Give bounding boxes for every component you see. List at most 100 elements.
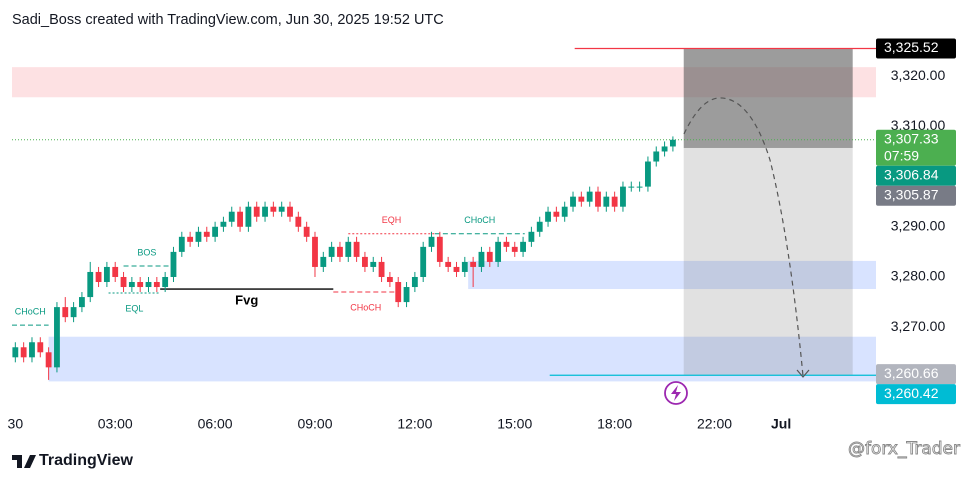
watermark: @forx_Trader — [848, 439, 960, 459]
candle-body — [395, 282, 402, 303]
candle-body — [353, 241, 360, 257]
candle-body — [528, 231, 535, 242]
candle-body — [54, 307, 60, 368]
candle-body — [95, 271, 102, 283]
candle-body — [470, 261, 477, 267]
candle-body — [669, 139, 676, 147]
price-axis-bg — [876, 30, 972, 407]
candle-body — [436, 236, 443, 262]
candle-body — [595, 191, 601, 207]
price-label-text: 3,260.66 — [884, 365, 939, 381]
candle-body — [187, 236, 194, 242]
candle-body — [112, 266, 119, 277]
axes: 3,320.00 3,310.00 3,290.00 3,280.00 3,270.00… — [8, 30, 972, 432]
candle-body — [653, 151, 660, 162]
x-tick-label: 22:00 — [697, 416, 732, 432]
price-label: 3,306.84 — [876, 165, 956, 186]
x-tick-label: 09:00 — [297, 416, 332, 432]
target-zone — [683, 147, 853, 376]
candle-body — [620, 186, 626, 207]
candle-body — [545, 211, 551, 222]
y-tick-label: 3,290.00 — [891, 217, 946, 233]
candle-body — [212, 226, 219, 237]
y-tick-label: 3,310.00 — [891, 117, 946, 133]
candle-body — [278, 206, 285, 212]
price-label-text: 3,307.33 — [884, 130, 939, 146]
candle-body — [378, 261, 385, 277]
candle-body — [461, 261, 468, 272]
candle-body — [362, 256, 368, 267]
candle-body — [420, 246, 427, 277]
y-tick-label: 3,320.00 — [891, 67, 946, 83]
candle-body — [611, 196, 618, 207]
candle-body — [245, 206, 252, 227]
candle-body — [370, 261, 377, 267]
candle-body — [178, 236, 185, 252]
candle-body — [411, 276, 418, 288]
level-label: Fvg — [235, 292, 258, 307]
candle-body — [120, 276, 127, 288]
candle-body — [453, 266, 460, 272]
candle-body — [287, 206, 293, 217]
x-tick-label: 12:00 — [397, 416, 432, 432]
candle-body — [303, 226, 310, 237]
level-label: EQH — [382, 215, 402, 225]
candle-body — [37, 342, 44, 353]
zone — [468, 260, 876, 290]
candle-body — [345, 241, 352, 257]
candle-body — [195, 231, 202, 242]
price-label: 3,260.42 — [876, 384, 956, 405]
candle-body — [237, 211, 243, 227]
candle-body — [337, 246, 343, 257]
x-tick-label: 30 — [8, 416, 24, 432]
candle-body — [87, 271, 94, 298]
level-label: BOS — [137, 247, 156, 257]
candle-body — [220, 221, 227, 227]
price-label: 3,305.87 — [876, 185, 956, 206]
candle-body — [536, 221, 543, 232]
candle-body — [153, 282, 160, 288]
price-label-box — [876, 364, 956, 385]
candle-body — [403, 287, 410, 303]
candle-body — [262, 206, 268, 217]
candle-body — [45, 352, 52, 368]
price-label-text: 3,325.52 — [884, 39, 939, 55]
candle-body — [228, 211, 235, 222]
plot-area: CHoCH EQL BOS Fvg EQH CHoCH CHoCH — [12, 47, 877, 382]
candle-body — [586, 191, 593, 202]
lightning-icon — [664, 381, 688, 405]
candle-body — [203, 231, 210, 237]
price-label-box — [876, 185, 956, 206]
candle-body — [553, 211, 560, 217]
candle-body — [511, 246, 518, 252]
candle-body — [20, 347, 27, 358]
price-label-box — [876, 38, 956, 59]
candle-body — [103, 266, 110, 283]
price-label: 3,260.66 — [876, 364, 956, 385]
candle-body — [270, 206, 277, 212]
x-tick-label: 18:00 — [597, 416, 632, 432]
candle-body — [661, 146, 668, 152]
level-label: CHoCH — [15, 307, 46, 317]
zone — [48, 336, 877, 382]
candle-body — [128, 282, 135, 288]
tv-logo: TradingView — [12, 452, 134, 469]
chart-title: Sadi_Boss created with TradingView.com, … — [12, 12, 444, 28]
candle-body — [70, 307, 77, 318]
candle-body — [636, 186, 643, 188]
candle-body — [503, 241, 510, 247]
candle-body — [320, 256, 327, 267]
price-label-text: 3,260.42 — [884, 385, 939, 401]
candle-body — [253, 206, 260, 217]
candle-body — [603, 196, 610, 207]
candle-body — [520, 241, 526, 252]
x-tick-label: Jul — [771, 416, 791, 432]
price-label-box — [876, 165, 956, 186]
candle-body — [428, 236, 435, 247]
candle-body — [312, 236, 318, 267]
candle-body — [12, 347, 19, 358]
level-label: EQL — [125, 303, 143, 313]
candle-body — [578, 196, 585, 202]
price-label-box — [876, 384, 956, 405]
